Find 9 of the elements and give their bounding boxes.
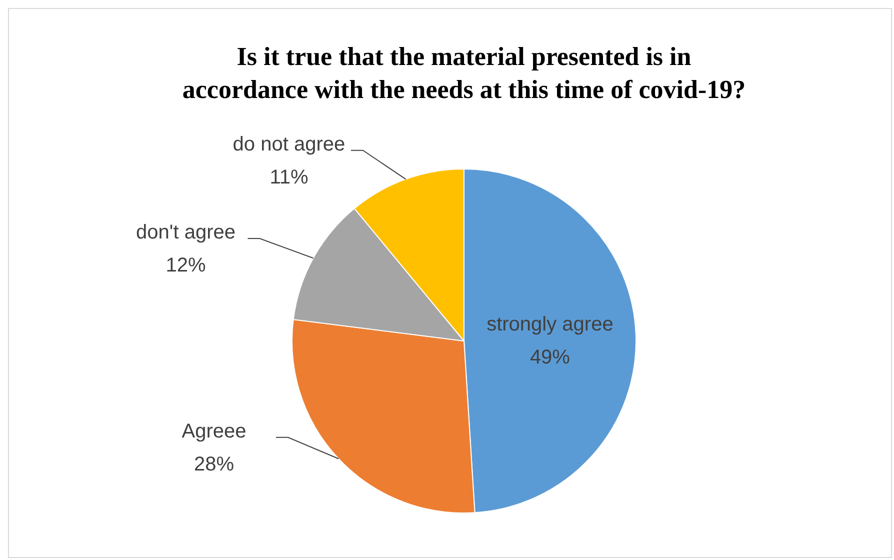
slice-label: Agreee (182, 420, 246, 442)
slice-label: strongly agree (486, 314, 614, 336)
slice-label: do not agree (232, 133, 346, 156)
data-label: 28% (194, 453, 234, 476)
slice-label: don't agree (136, 222, 236, 244)
data-label: 12% (166, 254, 206, 277)
chart-title: Is it true that the material presented is in accordance with the needs at this time of covid-19? (182, 42, 746, 104)
data-label: 49% (530, 346, 570, 369)
data-label: 11% (270, 166, 308, 188)
